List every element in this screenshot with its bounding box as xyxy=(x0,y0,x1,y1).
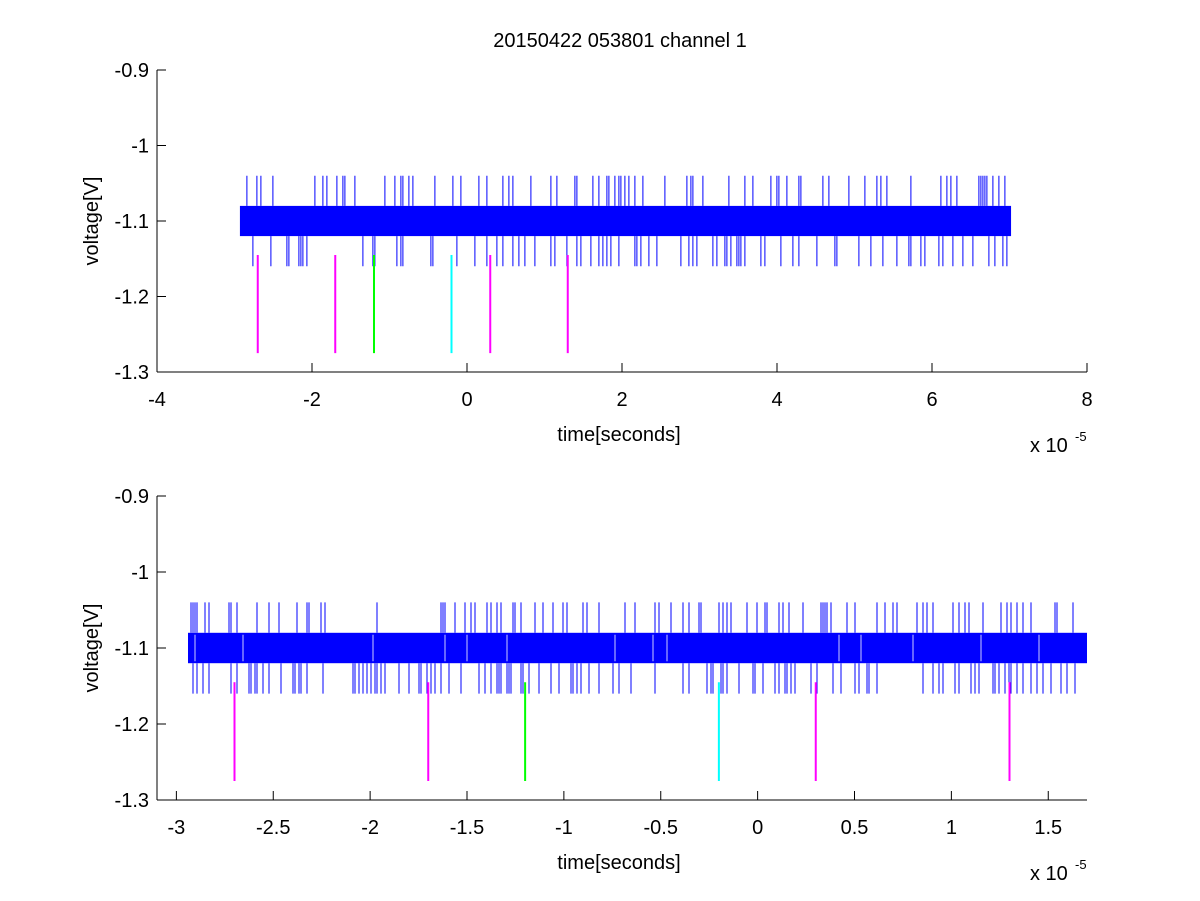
x-exponent-label: x 10 xyxy=(1030,863,1068,885)
y-tick-label: -1 xyxy=(131,136,149,158)
x-tick-label: -2 xyxy=(303,389,321,411)
x-tick-label: -0.5 xyxy=(644,817,678,839)
y-tick-label: -1.2 xyxy=(115,714,149,736)
signal-trace xyxy=(188,602,1087,694)
x-exponent-label: x 10 xyxy=(1030,435,1068,457)
y-tick-label: -1.2 xyxy=(115,287,149,309)
x-tick-label: 4 xyxy=(771,389,782,411)
x-tick-label: 0.5 xyxy=(841,817,869,839)
x-tick-label: -1.5 xyxy=(450,817,484,839)
y-tick-label: -0.9 xyxy=(115,60,149,82)
y-axis-label: voltage[V] xyxy=(81,604,103,693)
x-tick-label: 0 xyxy=(461,389,472,411)
x-tick-label: -2 xyxy=(361,817,379,839)
x-tick-label: 8 xyxy=(1081,389,1092,411)
chart-title: 20150422 053801 channel 1 xyxy=(493,30,747,52)
x-tick-label: -3 xyxy=(167,817,185,839)
signal-spikes-up xyxy=(246,175,1006,206)
x-axis-label: time[seconds] xyxy=(557,852,680,874)
top-axes: -0.9 -1 -1.1 -1.2 -1.3 -4 -2 0 2 4 6 8 time[seconds]… xyxy=(81,60,1093,457)
x-tick-label: 0 xyxy=(752,817,763,839)
y-axis-label: voltage[V] xyxy=(81,177,103,266)
x-tick-label: -1 xyxy=(555,817,573,839)
y-tick-label: -1.3 xyxy=(115,790,149,812)
signal-band xyxy=(188,632,1087,664)
bottom-axes: -0.9 -1 -1.1 -1.2 -1.3 -3 -2.5 -2 -1.5 -1 -0.5 0 0.5… xyxy=(81,486,1087,885)
y-tick-label: -1.1 xyxy=(115,638,149,660)
signal-gaps xyxy=(194,634,1040,662)
y-tick-label: -1.1 xyxy=(115,211,149,233)
x-tick-label: 2 xyxy=(616,389,627,411)
signal-spikes-down xyxy=(192,663,1076,694)
signal-band xyxy=(239,205,1012,237)
y-tick-label: -1.3 xyxy=(115,362,149,384)
signal-spikes-down xyxy=(252,236,1008,267)
x-tick-label: 6 xyxy=(926,389,937,411)
x-exponent-power: -5 xyxy=(1075,429,1087,444)
y-tick-label: -0.9 xyxy=(115,486,149,508)
signal-trace xyxy=(239,175,1012,267)
x-tick-label: 1 xyxy=(946,817,957,839)
x-axis-label: time[seconds] xyxy=(557,424,680,446)
x-tick-label: -2.5 xyxy=(256,817,290,839)
y-tick-label: -1 xyxy=(131,562,149,584)
x-exponent-power: -5 xyxy=(1075,857,1087,872)
x-tick-label: 1.5 xyxy=(1034,817,1062,839)
signal-spikes-up xyxy=(190,602,1074,633)
x-tick-label: -4 xyxy=(148,389,166,411)
